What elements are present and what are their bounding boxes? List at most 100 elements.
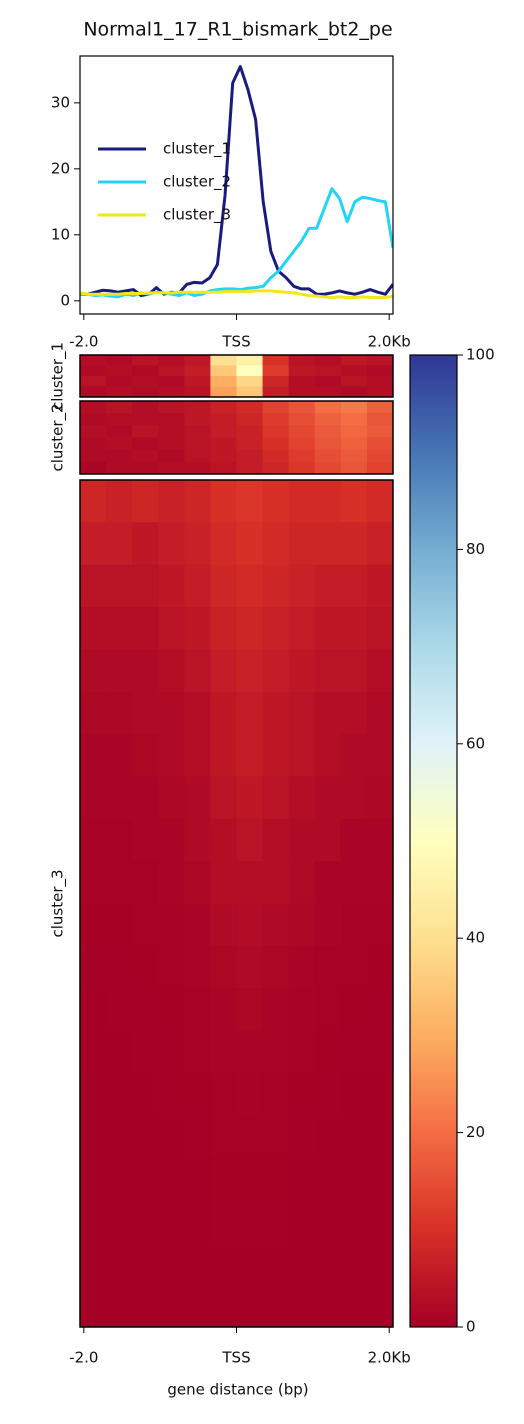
heatmap-cell [184,988,211,1032]
legend-label: cluster_1 [163,140,231,159]
heatmap-cell [132,607,159,650]
heatmap-cell [158,480,185,523]
heatmap-cell [184,691,211,735]
heatmap-cell [314,776,342,820]
heatmap-cell [158,1199,185,1243]
heatmap-cell [106,945,133,989]
x-tick-label: 2.0Kb [368,333,411,351]
heatmap-cell [210,376,237,387]
heatmap-cell [340,1115,368,1159]
heatmap-cell [366,564,394,608]
heatmap-cell [210,861,237,904]
heatmap-cell [314,1157,342,1201]
heatmap-cell [366,1242,394,1286]
heatmap-cell [106,691,133,735]
heatmap-cell [314,425,342,438]
y-tick-label: 20 [51,159,70,177]
heatmap-cell [158,607,185,650]
heatmap-cell [158,776,185,820]
heatmap-cell [288,818,316,862]
heatmap-cell [366,522,394,566]
heatmap-cell [262,734,290,777]
heatmap-cell [314,945,342,989]
heatmap-cell [80,818,107,862]
heatmap-cell [184,461,211,475]
y-tick-label: 10 [51,225,70,243]
heatmap-cell [184,376,211,387]
heatmap-cell [366,903,394,947]
heatmap-cell [366,480,394,523]
heatmap-cell [262,1030,290,1074]
heatmap-cell [340,365,368,377]
colorbar [409,354,458,1328]
heatmap-cell [80,945,107,989]
heatmap-cell [158,903,185,947]
heatmap-cell [158,861,185,904]
heatmap-cell [262,413,290,426]
heatmap-cell [236,386,264,398]
heatmap-cell [288,1030,316,1074]
heatmap-cell [106,1199,133,1243]
heatmap-cell [340,413,368,426]
heatmap-cell [366,818,394,862]
heatmap-cell [262,945,290,989]
heatmap-cell [80,480,107,523]
heatmap-cell [236,945,264,989]
heatmap-cell [236,355,264,366]
heatmap-cell [210,449,237,463]
heatmap-cell [262,1115,290,1159]
heatmap-cell [314,861,342,904]
heatmap-cell [158,461,185,475]
heatmap-cell [106,449,133,463]
heatmap-cell [314,691,342,735]
heatmap-cell [80,1242,107,1286]
panel-frame [79,400,394,475]
heatmap-cell [80,649,107,693]
heatmap-cell [210,1115,237,1159]
heatmap-cell [210,988,237,1032]
heatmap-cell [210,776,237,820]
heatmap-cell [366,861,394,904]
heatmap-cell [288,649,316,693]
heatmap-cell [314,903,342,947]
chart-title: Normal1_17_R1_bismark_bt2_pe [83,19,392,41]
heatmap-cell [132,564,159,608]
heatmap-cell [210,607,237,650]
heatmap-cell [288,401,316,414]
heatmap-cell [132,365,159,377]
heatmap-cell [184,437,211,451]
heatmap-cell [366,1199,394,1243]
heatmap-cell [340,1030,368,1074]
heatmap-cell [158,988,185,1032]
heatmap-cell [80,861,107,904]
heatmap-cell [262,818,290,862]
heatmap-cell [210,1157,237,1201]
heatmap-cell [314,1242,342,1286]
heatmap-cell [262,607,290,650]
heatmap-cell [80,355,107,366]
heatmap-cell [210,480,237,523]
heatmap-cell [106,1030,133,1074]
heatmap-cell [236,365,264,377]
heatmap-cell [314,1284,342,1328]
heatmap-cell [184,386,211,398]
heatmap-cell [80,734,107,777]
heatmap-cell [210,1284,237,1328]
heatmap-cell [366,1157,394,1201]
heatmap-cell [210,365,237,377]
heatmap-cell [132,401,159,414]
heatmap-cell [184,413,211,426]
heatmap-cell [132,1157,159,1201]
heatmap-cell [236,734,264,777]
heatmap-cell [366,461,394,475]
heatmap-cell [288,1242,316,1286]
heatmap-cell [158,734,185,777]
heatmap-cell [132,413,159,426]
heatmap-cell [184,1072,211,1116]
heatmap-cell [184,1115,211,1159]
heatmap-cell [236,449,264,463]
heatmap-cell [158,1115,185,1159]
heatmap-cell [106,355,133,366]
heatmap-cell [340,480,368,523]
heatmap-cell [80,401,107,414]
